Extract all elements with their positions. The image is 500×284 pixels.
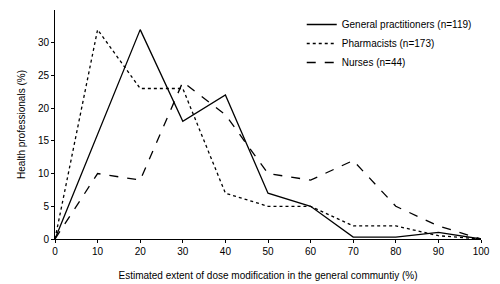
svg-text:Nurses (n=44): Nurses (n=44) — [342, 57, 406, 68]
svg-text:0: 0 — [43, 234, 49, 245]
svg-text:15: 15 — [38, 135, 50, 146]
svg-text:Health professionals (%): Health professionals (%) — [16, 70, 27, 179]
svg-text:20: 20 — [135, 246, 147, 257]
svg-text:Pharmacists (n=173): Pharmacists (n=173) — [342, 38, 435, 49]
svg-text:25: 25 — [38, 70, 50, 81]
svg-text:30: 30 — [177, 246, 189, 257]
svg-text:0: 0 — [52, 246, 58, 257]
svg-text:70: 70 — [348, 246, 360, 257]
svg-text:30: 30 — [38, 37, 50, 48]
svg-text:10: 10 — [92, 246, 104, 257]
svg-text:Estimated extent of dose modif: Estimated extent of dose modification in… — [118, 270, 417, 281]
svg-text:90: 90 — [433, 246, 445, 257]
svg-text:5: 5 — [43, 201, 49, 212]
svg-text:10: 10 — [38, 168, 50, 179]
svg-text:20: 20 — [38, 103, 50, 114]
svg-text:50: 50 — [262, 246, 274, 257]
svg-text:General practitioners (n=119): General practitioners (n=119) — [342, 19, 472, 30]
svg-text:100: 100 — [473, 246, 490, 257]
svg-text:60: 60 — [305, 246, 317, 257]
svg-text:80: 80 — [390, 246, 402, 257]
svg-text:40: 40 — [220, 246, 232, 257]
